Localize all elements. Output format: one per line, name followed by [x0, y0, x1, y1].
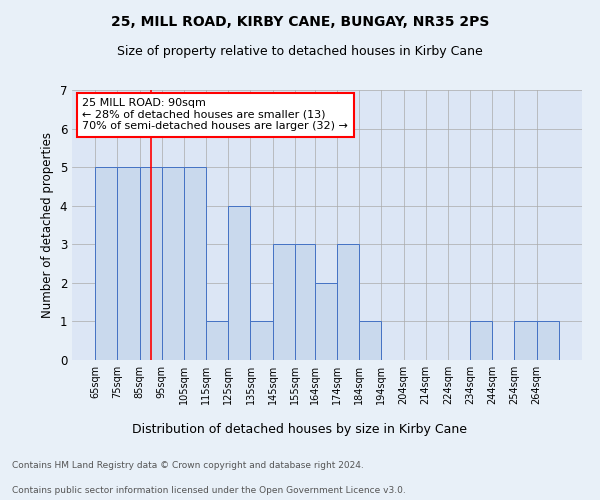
Bar	[514, 322, 536, 360]
Bar	[337, 244, 359, 360]
Bar	[162, 167, 184, 360]
Bar	[359, 322, 382, 360]
Text: Distribution of detached houses by size in Kirby Cane: Distribution of detached houses by size …	[133, 422, 467, 436]
Bar	[295, 244, 315, 360]
Text: Contains HM Land Registry data © Crown copyright and database right 2024.: Contains HM Land Registry data © Crown c…	[12, 461, 364, 470]
Bar	[118, 167, 140, 360]
Bar	[95, 167, 118, 360]
Text: Size of property relative to detached houses in Kirby Cane: Size of property relative to detached ho…	[117, 45, 483, 58]
Bar	[184, 167, 206, 360]
Bar	[140, 167, 162, 360]
Text: 25, MILL ROAD, KIRBY CANE, BUNGAY, NR35 2PS: 25, MILL ROAD, KIRBY CANE, BUNGAY, NR35 …	[111, 15, 489, 29]
Bar	[228, 206, 250, 360]
Bar	[470, 322, 492, 360]
Text: Contains public sector information licensed under the Open Government Licence v3: Contains public sector information licen…	[12, 486, 406, 495]
Bar	[315, 283, 337, 360]
Y-axis label: Number of detached properties: Number of detached properties	[41, 132, 54, 318]
Text: 25 MILL ROAD: 90sqm
← 28% of detached houses are smaller (13)
70% of semi-detach: 25 MILL ROAD: 90sqm ← 28% of detached ho…	[82, 98, 348, 132]
Bar	[536, 322, 559, 360]
Bar	[272, 244, 295, 360]
Bar	[206, 322, 228, 360]
Bar	[250, 322, 272, 360]
